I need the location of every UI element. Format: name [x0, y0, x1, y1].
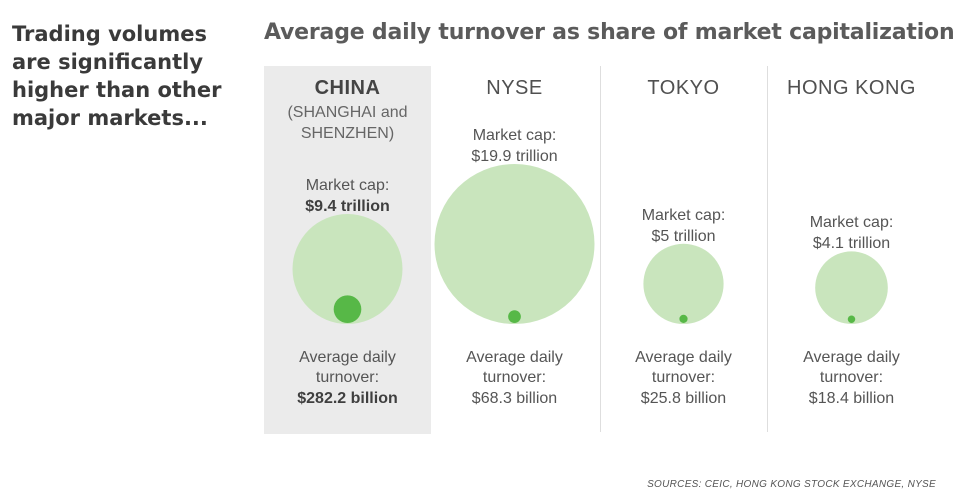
market-cap-label: Market cap: — [305, 177, 390, 195]
turnover-value: $25.8 billion — [640, 390, 727, 407]
market-cap-bubble — [292, 214, 403, 324]
panel-divider — [600, 66, 601, 432]
turnover-label-line2: turnover: — [315, 369, 380, 386]
turnover-dot — [679, 314, 688, 323]
market-cap-label: Market cap: — [809, 214, 894, 232]
market-name: CHINA — [314, 77, 381, 99]
turnover-label-line1: Average daily — [299, 349, 396, 366]
turnover-value: $282.2 billion — [297, 390, 398, 407]
turnover-value: $18.4 billion — [808, 390, 895, 407]
sources-note: SOURCES: CEIC, HONG KONG STOCK EXCHANGE,… — [647, 479, 936, 490]
market-subtitle-line2: SHENZHEN) — [300, 125, 395, 142]
market-name: TOKYO — [647, 77, 720, 99]
turnover-label-line2: turnover: — [651, 369, 716, 386]
market-cap-value: $9.4 trillion — [305, 198, 390, 216]
turnover-label-line1: Average daily — [803, 349, 900, 366]
turnover-label-line1: Average daily — [635, 349, 732, 366]
turnover-dot — [508, 310, 521, 323]
market-subtitle-line1: (SHANGHAI and — [287, 104, 408, 121]
market-cap-value: $19.9 trillion — [471, 148, 558, 165]
turnover-value: $68.3 billion — [471, 390, 558, 407]
market-name: HONG KONG — [787, 77, 916, 99]
turnover-label-line2: turnover: — [819, 369, 884, 386]
market-cap-bubble — [643, 243, 724, 324]
market-cap-bubble — [815, 251, 888, 324]
market-cap-bubble — [434, 164, 595, 324]
side-note: Trading volumes are significantly higher… — [12, 22, 222, 130]
market-name: NYSE — [486, 77, 543, 99]
market-cap-label: Market cap: — [472, 127, 557, 144]
turnover-dot — [847, 315, 856, 323]
turnover-label-line1: Average daily — [466, 349, 563, 366]
market-cap-value: $4.1 trillion — [812, 235, 891, 253]
market-cap-value: $5 trillion — [651, 227, 716, 245]
turnover-label-line2: turnover: — [482, 369, 547, 386]
turnover-dot — [333, 295, 362, 323]
market-cap-label: Market cap: — [641, 206, 726, 224]
chart-title: Average daily turnover as share of marke… — [264, 20, 955, 45]
panel-divider — [767, 66, 768, 432]
